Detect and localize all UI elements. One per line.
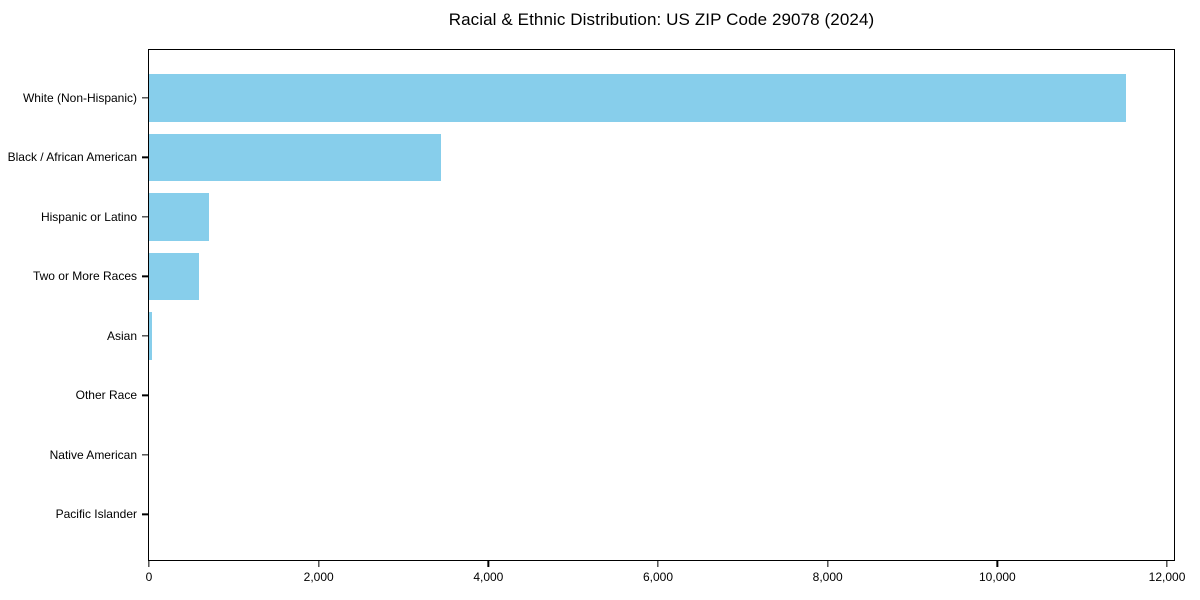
y-axis-category-label: White (Non-Hispanic) bbox=[22, 90, 137, 105]
y-axis-category-label: Two or More Races bbox=[32, 269, 137, 284]
x-axis-tick bbox=[827, 560, 829, 567]
y-axis-tick bbox=[142, 454, 149, 456]
x-axis-tick bbox=[1166, 560, 1168, 567]
x-axis-tick-label: 2,000 bbox=[303, 570, 334, 584]
bar bbox=[149, 312, 153, 360]
y-axis-category-label: Asian bbox=[106, 328, 137, 343]
bar-row: Black / African American bbox=[8, 128, 1174, 188]
bar bbox=[149, 74, 1126, 122]
x-axis-tick bbox=[148, 560, 150, 567]
x-axis-tick bbox=[318, 560, 320, 567]
y-axis-tick bbox=[142, 216, 149, 218]
bar-row: Native American bbox=[50, 425, 1174, 485]
bar-row: White (Non-Hispanic) bbox=[23, 68, 1174, 128]
y-axis-category-label: Black / African American bbox=[7, 150, 137, 165]
bar-row: Pacific Islander bbox=[56, 485, 1174, 545]
y-axis-tick bbox=[142, 335, 149, 337]
y-axis-tick bbox=[142, 97, 149, 99]
plot-area: White (Non-Hispanic) Black / African Amer… bbox=[8, 49, 1185, 584]
bar bbox=[149, 193, 210, 241]
chart-title: Racial & Ethnic Distribution: US ZIP Cod… bbox=[448, 10, 875, 29]
x-axis-tick-label: 8,000 bbox=[812, 570, 843, 584]
y-axis-category-label: Native American bbox=[49, 447, 137, 462]
bar bbox=[149, 252, 199, 300]
x-axis-tick-label: 6,000 bbox=[643, 570, 674, 584]
x-axis-tick-label: 10,000 bbox=[979, 570, 1016, 584]
y-axis-category-label: Other Race bbox=[75, 388, 137, 403]
y-axis-tick bbox=[142, 275, 149, 277]
x-axis-tick-label: 12,000 bbox=[1148, 570, 1186, 584]
bar-row: Hispanic or Latino bbox=[41, 187, 1174, 247]
x-axis: 0 2,000 4,000 6,000 8,000 10,000 12,000 bbox=[145, 560, 1185, 600]
y-axis-tick bbox=[142, 156, 149, 158]
x-axis-tick-label: 4,000 bbox=[473, 570, 504, 584]
y-axis-category-label: Pacific Islander bbox=[55, 507, 137, 522]
bar-rows: White (Non-Hispanic) Black / African Amer… bbox=[8, 50, 1174, 560]
bar-row: Other Race bbox=[76, 366, 1174, 426]
x-axis-tick bbox=[657, 560, 659, 567]
x-axis-tick bbox=[996, 560, 999, 567]
y-axis-tick bbox=[142, 394, 149, 396]
bar-row: Asian bbox=[107, 306, 1174, 366]
x-axis-tick bbox=[487, 560, 489, 567]
y-axis-category-label: Hispanic or Latino bbox=[40, 209, 137, 224]
x-axis-tick-label: 0 bbox=[145, 570, 153, 584]
bar bbox=[149, 133, 442, 181]
bar-row: Two or More Races bbox=[33, 247, 1174, 307]
y-axis-tick bbox=[142, 513, 149, 515]
